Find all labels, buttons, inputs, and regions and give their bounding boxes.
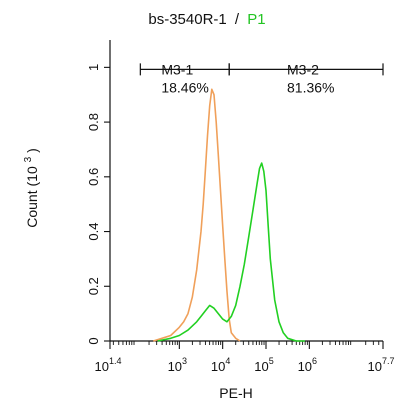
y-tick-label: 0.6: [86, 168, 101, 186]
y-tick-label: 0.8: [86, 113, 101, 131]
x-tick-label: 104: [211, 356, 230, 374]
title-sample-name: bs-3540R-1: [148, 11, 226, 28]
x-tick-label-exponent: 3: [182, 356, 187, 366]
y-axis-label-suffix: ): [24, 148, 40, 153]
x-axis-label: PE-H: [219, 385, 252, 401]
x-tick-label-exponent: 4: [225, 356, 230, 366]
x-tick-label: 103: [168, 356, 187, 374]
x-tick-label: 101.4: [95, 356, 122, 374]
histogram-series-1: [153, 88, 241, 342]
chart-title: bs-3540R-1 / P1: [148, 11, 265, 28]
gate-percent-label: 81.36%: [287, 79, 334, 95]
x-tick-label-base: 10: [298, 359, 312, 374]
y-tick-label: 1: [86, 64, 101, 71]
x-tick-label: 107.7: [368, 356, 395, 374]
x-tick-label-exponent: 7.7: [382, 356, 395, 366]
gate-percent-label: 18.46%: [161, 79, 208, 95]
gate-m3-2: M3-2 81.36%: [228, 61, 384, 95]
x-tick-label-base: 10: [168, 359, 182, 374]
x-tick-label-base: 10: [95, 359, 109, 374]
gate-name-label: M3-1: [161, 61, 193, 77]
x-tick-label-exponent: 1.4: [109, 356, 122, 366]
x-tick-label-exponent: 5: [269, 356, 274, 366]
y-axis-label-prefix: Count (10: [24, 166, 40, 228]
x-tick-label: 105: [254, 356, 273, 374]
title-separator: /: [235, 11, 240, 28]
y-tick-label: 0.4: [86, 223, 101, 241]
y-tick-label: 0.2: [86, 277, 101, 295]
y-axis-label: Count (10 3 ): [18, 148, 40, 228]
gate-name-label: M3-2: [287, 61, 319, 77]
gate-m3-1: M3-1 18.46%: [139, 61, 230, 95]
title-gate-name: P1: [247, 11, 265, 28]
y-tick-label: 0: [86, 337, 101, 344]
y-axis-label-exponent: 3: [23, 156, 34, 162]
x-tick-label-base: 10: [254, 359, 268, 374]
x-tick-label: 106: [298, 356, 317, 374]
histogram-series-2: [157, 162, 305, 342]
x-tick-label-base: 10: [368, 359, 382, 374]
x-tick-label-base: 10: [211, 359, 225, 374]
x-tick-label-exponent: 6: [312, 356, 317, 366]
